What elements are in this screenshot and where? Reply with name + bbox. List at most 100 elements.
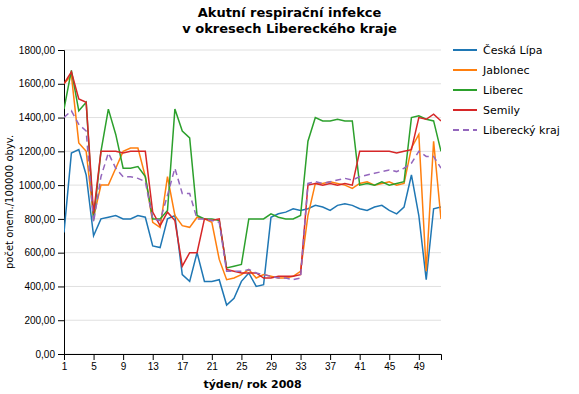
y-tick-label: 1200,00	[19, 146, 56, 157]
x-tick-label: 9	[121, 361, 127, 372]
x-tick-label: 13	[148, 361, 160, 372]
y-tick: 1600,00	[19, 78, 64, 89]
x-axis-line	[65, 355, 442, 361]
x-tick-mark	[212, 354, 213, 360]
x-tick: 25	[236, 354, 248, 372]
series-line	[64, 111, 441, 280]
y-tick-mark	[58, 219, 64, 220]
y-tick-mark	[58, 286, 64, 287]
legend-label: Liberec	[483, 84, 523, 97]
y-tick: 600,00	[24, 247, 64, 258]
legend-label: Česká Lípa	[483, 44, 543, 57]
y-axis-line	[58, 51, 65, 355]
grid-line	[64, 185, 441, 186]
legend-label: Jablonec	[482, 64, 530, 77]
x-tick-mark	[123, 354, 124, 360]
y-tick-label: 1400,00	[19, 112, 56, 123]
grid-line	[64, 117, 441, 118]
x-tick-label: 45	[384, 361, 396, 372]
y-tick-label: 1800,00	[19, 45, 56, 56]
x-tick: 13	[148, 354, 160, 372]
legend-swatch	[453, 49, 477, 51]
grid	[64, 50, 441, 354]
x-tick: 29	[266, 354, 278, 372]
grid-line	[64, 320, 441, 321]
lines	[64, 70, 441, 305]
legend-item: Jablonec	[453, 64, 530, 77]
legend-item: Liberecký kraj	[453, 124, 560, 137]
legend-item: Liberec	[453, 84, 523, 97]
legend-label: Liberecký kraj	[483, 124, 560, 137]
x-tick-mark	[241, 354, 242, 360]
x-tick: 17	[177, 354, 189, 372]
y-tick: 800,00	[24, 214, 64, 225]
series-line	[64, 70, 441, 268]
y-tick-mark	[58, 185, 64, 186]
x-tick-label: 25	[236, 361, 248, 372]
title-line: v okresech Libereckého kraje	[182, 21, 397, 36]
y-tick-mark	[58, 151, 64, 152]
title-line: Akutní respirační infekce	[198, 5, 382, 20]
grid-line	[64, 50, 441, 51]
y-tick-label: 400,00	[24, 281, 55, 292]
grid-line	[64, 286, 441, 287]
x-tick-label: 17	[177, 361, 189, 372]
x-tick: 9	[121, 354, 127, 372]
x-tick-mark	[301, 354, 302, 360]
y-tick: 400,00	[24, 281, 64, 292]
y-tick: 1400,00	[19, 112, 64, 123]
grid-line	[64, 252, 441, 253]
x-tick-label: 41	[355, 361, 367, 372]
y-tick-mark	[58, 253, 64, 254]
series-line	[64, 72, 441, 278]
legend-swatch	[453, 89, 477, 91]
x-tick: 49	[414, 354, 426, 372]
legend-label: Semily	[483, 104, 521, 117]
x-tick: 37	[325, 354, 337, 372]
legend-item: Česká Lípa	[453, 44, 543, 57]
x-tick-mark	[271, 354, 272, 360]
x-tick: 41	[355, 354, 367, 372]
x-tick: 33	[295, 354, 307, 372]
x-tick-label: 33	[295, 361, 307, 372]
x-tick-label: 29	[266, 361, 278, 372]
y-tick-mark	[58, 84, 64, 85]
x-axis: 1 5 9 13 17 21 25 29 33 37 41 45 49	[62, 354, 442, 372]
x-tick-label: 1	[62, 361, 68, 372]
x-tick-label: 5	[91, 361, 97, 372]
legend-swatch	[453, 109, 477, 111]
y-tick-label: 200,00	[24, 315, 55, 326]
legend-swatch	[453, 129, 477, 131]
y-tick: 200,00	[24, 315, 64, 326]
x-tick-mark	[330, 354, 331, 360]
y-tick-mark	[58, 354, 64, 355]
x-tick-mark	[182, 354, 183, 360]
x-tick-mark	[389, 354, 390, 360]
y-tick-mark	[58, 320, 64, 321]
y-axis: 0,00200,00400,00600,00800,001000,001200,…	[19, 45, 65, 360]
grid-line	[64, 83, 441, 84]
legend-item: Semily	[453, 104, 521, 117]
y-tick-label: 1600,00	[19, 78, 56, 89]
y-tick-mark	[58, 118, 64, 119]
legend-swatch	[453, 69, 477, 71]
x-tick-label: 37	[325, 361, 337, 372]
x-tick: 1	[62, 354, 68, 372]
x-tick: 5	[91, 354, 97, 372]
legend: Česká Lípa Jablonec Liberec Semily Liberecký…	[453, 44, 560, 137]
y-tick-mark	[58, 50, 64, 51]
y-tick-label: 1000,00	[19, 180, 56, 191]
y-tick-label: 800,00	[24, 214, 55, 225]
x-tick-mark	[419, 354, 420, 360]
x-tick-label: 49	[414, 361, 426, 372]
x-tick-mark	[360, 354, 361, 360]
y-axis-title: počet onem./100000 obyv.	[4, 135, 15, 269]
chart: 159131721252933374145490,00200,00400,006…	[0, 0, 579, 394]
x-tick-label: 21	[207, 361, 219, 372]
y-tick: 1000,00	[19, 180, 64, 191]
y-tick: 1800,00	[19, 45, 64, 56]
x-tick: 45	[384, 354, 396, 372]
x-tick: 21	[207, 354, 219, 372]
title: Akutní respirační infekcev okresech Libe…	[182, 5, 397, 36]
x-tick-mark	[153, 354, 154, 360]
